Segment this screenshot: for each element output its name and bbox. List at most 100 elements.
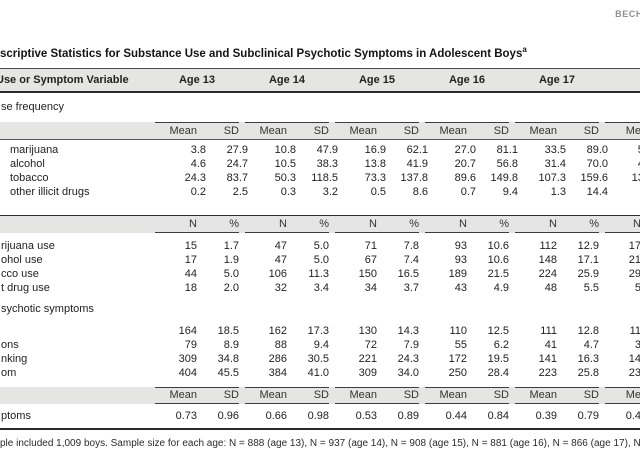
cell: SD xyxy=(583,389,599,402)
table-row: nking 309 34.8 286 30.5 221 24.3 172 19.5 141 16.3… xyxy=(0,352,640,366)
cell: 149.8 xyxy=(490,171,518,184)
cell: 7.8 xyxy=(403,239,419,252)
cell: 62.1 xyxy=(406,143,428,156)
cell: 70.0 xyxy=(586,157,608,170)
age-pair: 148 17.1 xyxy=(515,253,599,267)
cell: SD xyxy=(493,124,509,137)
cell: 224 xyxy=(538,267,557,280)
cell: Mean xyxy=(169,389,197,402)
cell: 107.3 xyxy=(538,171,566,184)
cell: 21.5 xyxy=(487,267,509,280)
cell: 89.0 xyxy=(586,143,608,156)
table-row: ohol use 17 1.9 47 5.0 67 7.4 93 10.6 148 17.1 21 xyxy=(0,253,640,267)
row-label: t drug use xyxy=(1,281,50,294)
row-label: marijuana xyxy=(10,143,59,156)
cell: 33.5 xyxy=(544,143,566,156)
row-label: om xyxy=(1,366,17,379)
row-label xyxy=(0,216,149,233)
age-pair: 24.3 83.7 xyxy=(164,171,248,185)
partial-cell: 0 xyxy=(614,185,640,199)
cell: 41 xyxy=(544,338,557,351)
cell: SD xyxy=(223,124,239,137)
cell: N xyxy=(369,217,377,230)
table-header-row: Use or Symptom Variable Age 13 Age 14 Ag… xyxy=(0,67,640,93)
cell: Mean xyxy=(349,389,377,402)
cell: 0.3 xyxy=(280,185,296,198)
age-pair: 31.4 70.0 xyxy=(524,157,608,171)
cell: 111 xyxy=(540,324,557,337)
row-label xyxy=(0,387,149,404)
age-pair: 16.9 62.1 xyxy=(344,143,428,157)
partial-cell: 5 xyxy=(634,281,640,294)
cell: N xyxy=(279,217,287,230)
cell: 34.0 xyxy=(397,366,419,379)
cell: 24.7 xyxy=(226,157,248,170)
age-pair: N% xyxy=(245,216,329,233)
cell: 5.5 xyxy=(583,281,599,294)
cell: 16.5 xyxy=(397,267,419,280)
partial-cell: 14 xyxy=(628,352,640,365)
age-pair: Mean SD xyxy=(515,121,599,139)
age-pair: 0.66 0.98 xyxy=(245,404,329,428)
cell: Mean xyxy=(259,124,287,137)
row-label xyxy=(0,324,149,338)
cell: 3.7 xyxy=(403,281,419,294)
cell: 9.4 xyxy=(502,185,518,198)
cell: 172 xyxy=(448,352,467,365)
cell: 404 xyxy=(178,366,197,379)
age-pair: 164 18.5 xyxy=(155,324,239,338)
cell: 6.2 xyxy=(493,338,509,351)
cell: 93 xyxy=(454,239,467,252)
age-pair: 1.3 14.4 xyxy=(524,185,608,199)
cell: 250 xyxy=(448,366,467,379)
age-pair: 172 19.5 xyxy=(425,352,509,366)
cell: 20.7 xyxy=(454,157,476,170)
cell: Mean xyxy=(439,389,467,402)
age-pair: 71 7.8 xyxy=(335,239,419,253)
cell: 286 xyxy=(268,352,287,365)
cell: 38.3 xyxy=(316,157,338,170)
age-pair: 223 25.8 xyxy=(515,366,599,380)
age-column-header: Age 17 xyxy=(538,73,576,86)
age-pair: 67 7.4 xyxy=(335,253,419,267)
cell: 81.1 xyxy=(496,143,518,156)
cell: 19.5 xyxy=(487,352,509,365)
age-column-header: Age 15 xyxy=(358,73,396,86)
row-label xyxy=(0,122,149,139)
cell: 4.7 xyxy=(583,338,599,351)
age-pair: 250 28.4 xyxy=(425,366,509,380)
cell: 0.5 xyxy=(370,185,386,198)
age-pair: 141 16.3 xyxy=(515,352,599,366)
cell: Mean xyxy=(439,124,467,137)
subheader-band-row: N% N% N% N% N% N xyxy=(0,214,640,233)
cell: 2.0 xyxy=(223,281,239,294)
age-column-header-partial xyxy=(605,69,640,91)
row-label: sychotic symptoms xyxy=(1,303,94,316)
cell: 130 xyxy=(358,324,377,337)
age-pair: 93 10.6 xyxy=(425,253,509,267)
age-pair: Mean SD xyxy=(155,386,239,404)
cell: 4.6 xyxy=(190,157,206,170)
cell: 48 xyxy=(544,281,557,294)
table-row: t drug use 18 2.0 32 3.4 34 3.7 43 4.9 48 5.5 5 xyxy=(0,281,640,295)
section-header-row: sychotic symptoms xyxy=(0,295,640,324)
cell: 88 xyxy=(274,338,287,351)
cell: 55 xyxy=(454,338,467,351)
age-pair: 384 41.0 xyxy=(245,366,329,380)
table-body: se frequency Mean SD Mean SD Mean SD Mean SD Mean… xyxy=(0,93,640,430)
age-column-header: Age 16 xyxy=(448,73,486,86)
cell: 0.44 xyxy=(445,409,467,422)
age-pair: 0.39 0.79 xyxy=(515,404,599,428)
age-pair: N% xyxy=(425,216,509,233)
age-pair: 20.7 56.8 xyxy=(434,157,518,171)
table-row: cco use 44 5.0 106 11.3 150 16.5 189 21.5 224 25.9… xyxy=(0,267,640,281)
cell: SD xyxy=(493,389,509,402)
age-pair: 0.5 8.6 xyxy=(344,185,428,199)
partial-cell: 23 xyxy=(628,366,640,379)
age-pair: Mean SD xyxy=(425,386,509,404)
age-pair: 130 14.3 xyxy=(335,324,419,338)
age-pair: Mean SD xyxy=(425,121,509,139)
cell: 137.8 xyxy=(400,171,428,184)
age-pair: 10.5 38.3 xyxy=(254,157,338,171)
cell: Mean xyxy=(529,389,557,402)
